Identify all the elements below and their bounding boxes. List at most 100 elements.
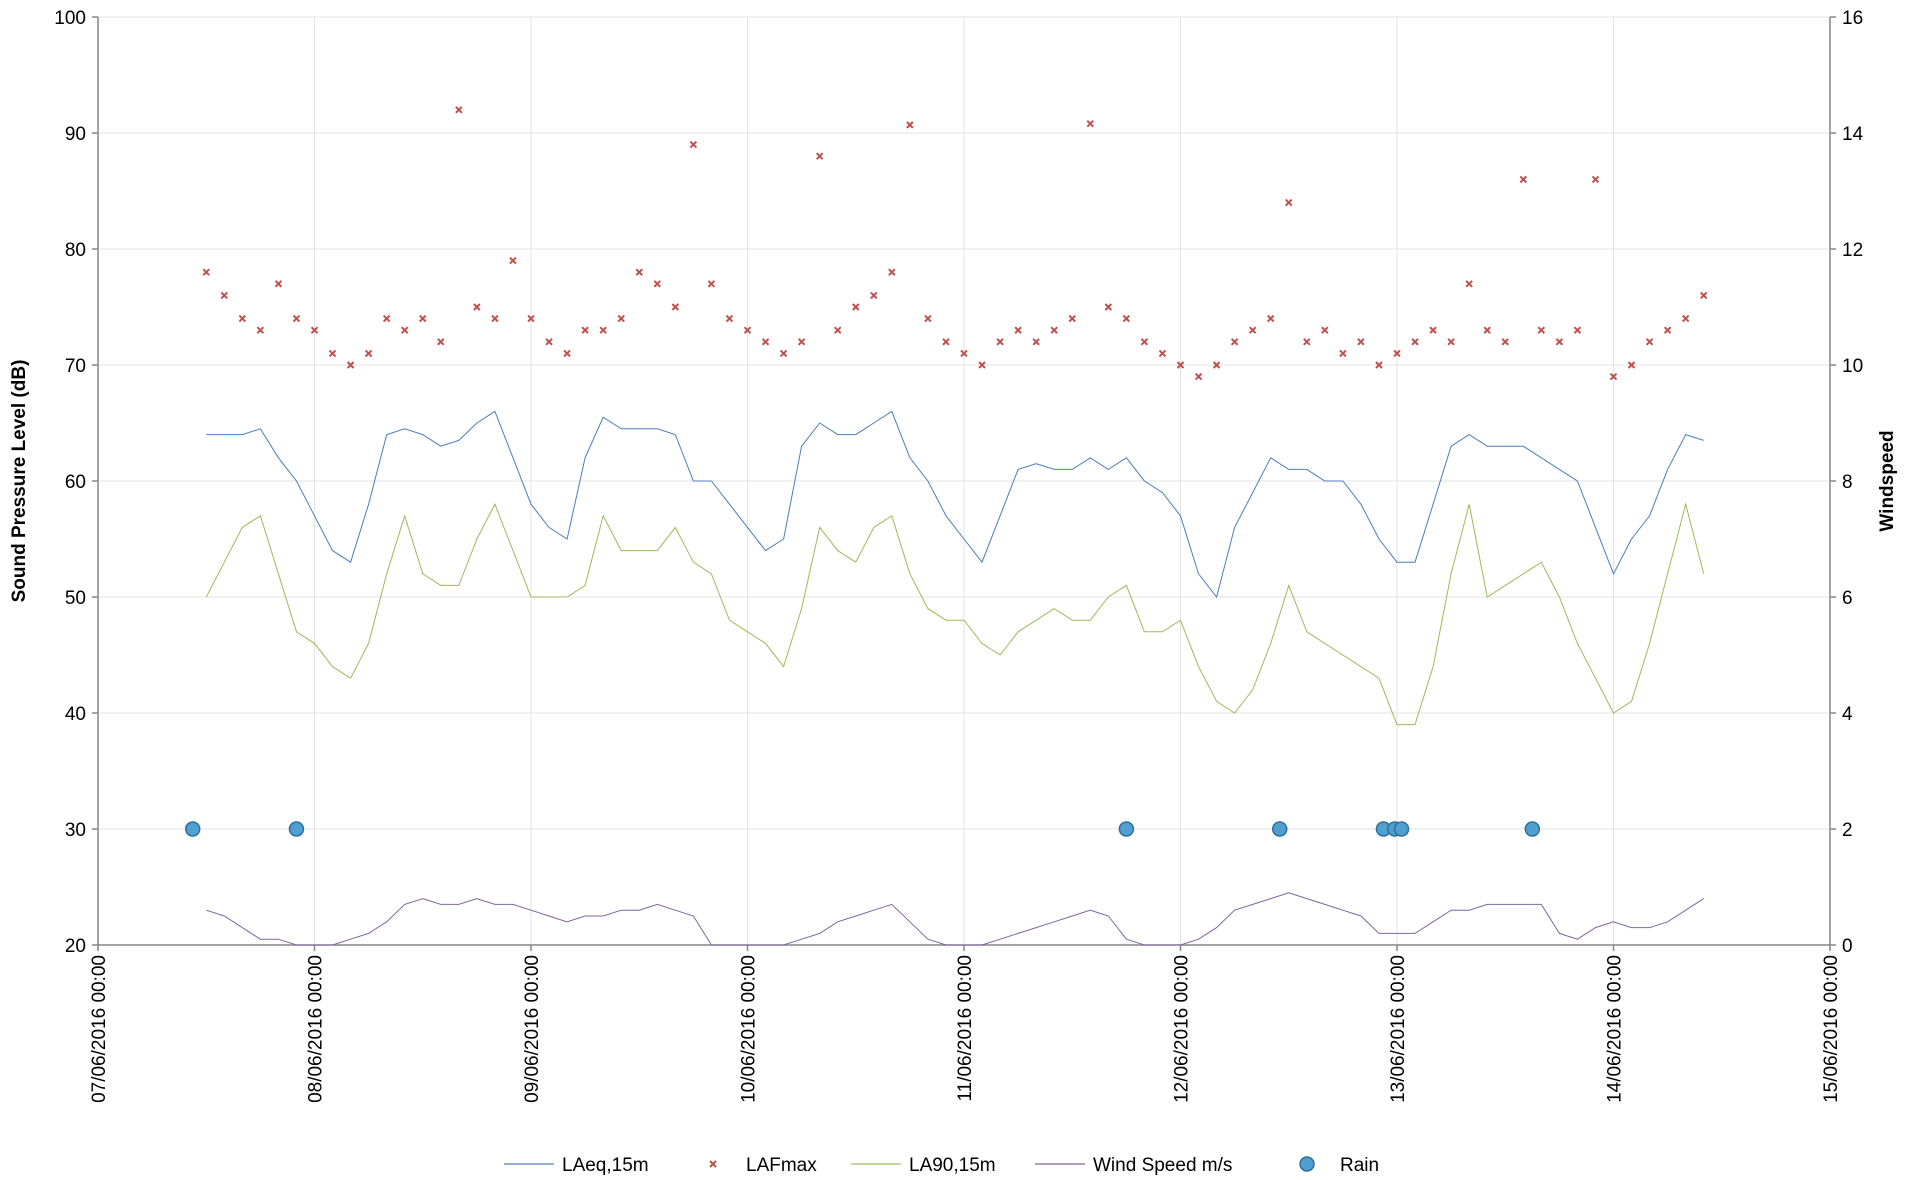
x-tick-label: 13/06/2016 00:00	[1388, 955, 1409, 1103]
scatter-point	[545, 338, 553, 346]
y-tick-label: 70	[65, 356, 86, 377]
legend-swatch	[1299, 1156, 1315, 1172]
scatter-point	[1555, 338, 1564, 346]
rain-point	[288, 821, 305, 837]
y2-tick-label: 12	[1842, 240, 1863, 261]
scatter-point	[599, 326, 607, 334]
x-tick-label: 08/06/2016 00:00	[306, 955, 327, 1103]
scatter-point	[1122, 314, 1131, 323]
scatter-point	[1158, 349, 1167, 358]
legend-swatch	[709, 1160, 717, 1168]
x-tick-label: 09/06/2016 00:00	[522, 955, 543, 1103]
scatter-point	[725, 314, 734, 323]
scatter-point	[1194, 372, 1203, 381]
scatter-point	[852, 303, 860, 311]
scatter-point	[328, 349, 337, 358]
rain-point	[1524, 821, 1541, 837]
y-tick-label: 20	[65, 936, 86, 957]
rain-point	[1271, 821, 1288, 837]
scatter-point	[401, 326, 409, 334]
scatter-point	[1032, 338, 1040, 346]
scatter-point	[1212, 361, 1221, 369]
scatter-point	[779, 349, 788, 358]
scatter-point	[1681, 314, 1690, 323]
scatter-point	[1285, 198, 1293, 207]
y-tick-label: 100	[54, 8, 86, 29]
scatter-point	[653, 280, 661, 288]
x-tick-label: 15/06/2016 00:00	[1821, 955, 1842, 1103]
scatter-point	[1068, 314, 1076, 323]
scatter-point	[870, 291, 878, 300]
scatter-point	[996, 338, 1004, 346]
y2-tick-label: 8	[1842, 472, 1853, 493]
scatter-point	[1700, 291, 1708, 300]
scatter-point	[1140, 338, 1149, 346]
y2-tick-label: 14	[1842, 124, 1864, 145]
y2-tick-label: 4	[1842, 704, 1853, 725]
rain-point	[1393, 821, 1410, 837]
scatter-point	[1086, 120, 1094, 128]
y-tick-label: 80	[65, 240, 86, 261]
scatter-point	[1411, 338, 1419, 346]
scatter-point	[1537, 326, 1546, 334]
scatter-point	[310, 326, 319, 334]
scatter-point	[942, 338, 950, 346]
scatter-point	[202, 268, 210, 276]
y2-axis-title: Windspeed	[1877, 430, 1898, 531]
scatter-point	[364, 349, 373, 358]
scatter-point	[1248, 326, 1257, 334]
scatter-point	[1645, 338, 1654, 346]
scatter-point	[437, 338, 445, 346]
scatter-point	[1267, 314, 1275, 323]
series-line	[206, 410, 1704, 599]
y-tick-label: 50	[65, 588, 86, 609]
scatter-point	[960, 349, 968, 358]
scatter-point	[563, 349, 571, 358]
legend-item: Rain	[1299, 1155, 1379, 1176]
scatter-point	[1501, 338, 1509, 346]
scatter-point	[419, 314, 427, 323]
x-tick-label: 14/06/2016 00:00	[1605, 955, 1626, 1103]
scatter-point	[1483, 326, 1491, 334]
scatter-point	[924, 314, 932, 323]
scatter-point	[1176, 361, 1185, 369]
scatter-point	[581, 326, 589, 334]
scatter-point	[1050, 326, 1058, 334]
scatter-point	[382, 314, 391, 323]
legend-item: LAeq,15m	[504, 1155, 649, 1176]
y-tick-label: 60	[65, 472, 86, 493]
y2-tick-label: 16	[1842, 8, 1863, 29]
x-tick-label: 07/06/2016 00:00	[89, 955, 110, 1103]
scatter-point	[1014, 326, 1022, 334]
scatter-point	[1465, 280, 1473, 288]
y-axis-title: Sound Pressure Level (dB)	[9, 360, 30, 603]
legend-item: LA90,15m	[851, 1155, 996, 1176]
legend-label: Wind Speed m/s	[1093, 1155, 1232, 1175]
scatter-point	[274, 280, 283, 288]
scatter-point	[707, 280, 716, 288]
y2-tick-label: 10	[1842, 356, 1863, 377]
scatter-point	[888, 268, 896, 276]
legend-item: LAFmax	[709, 1155, 817, 1176]
scatter-point	[834, 326, 842, 334]
y-tick-label: 90	[65, 124, 86, 145]
y2-tick-label: 0	[1842, 936, 1853, 957]
x-tick-label: 10/06/2016 00:00	[739, 955, 760, 1103]
scatter-point	[797, 338, 806, 346]
y-tick-label: 30	[65, 820, 86, 841]
scatter-point	[689, 140, 698, 149]
scatter-point	[491, 314, 499, 323]
scatter-point	[635, 268, 643, 276]
scatter-point	[815, 152, 824, 160]
scatter-point	[346, 361, 355, 369]
scatter-point	[978, 361, 986, 369]
scatter-point	[527, 314, 535, 323]
scatter-point	[1663, 326, 1672, 334]
series-line	[205, 502, 1705, 726]
scatter-point	[1230, 338, 1239, 346]
scatter-point	[671, 303, 680, 311]
scatter-point	[509, 256, 517, 265]
scatter-point	[1591, 175, 1600, 184]
scatter-point	[1321, 326, 1329, 334]
